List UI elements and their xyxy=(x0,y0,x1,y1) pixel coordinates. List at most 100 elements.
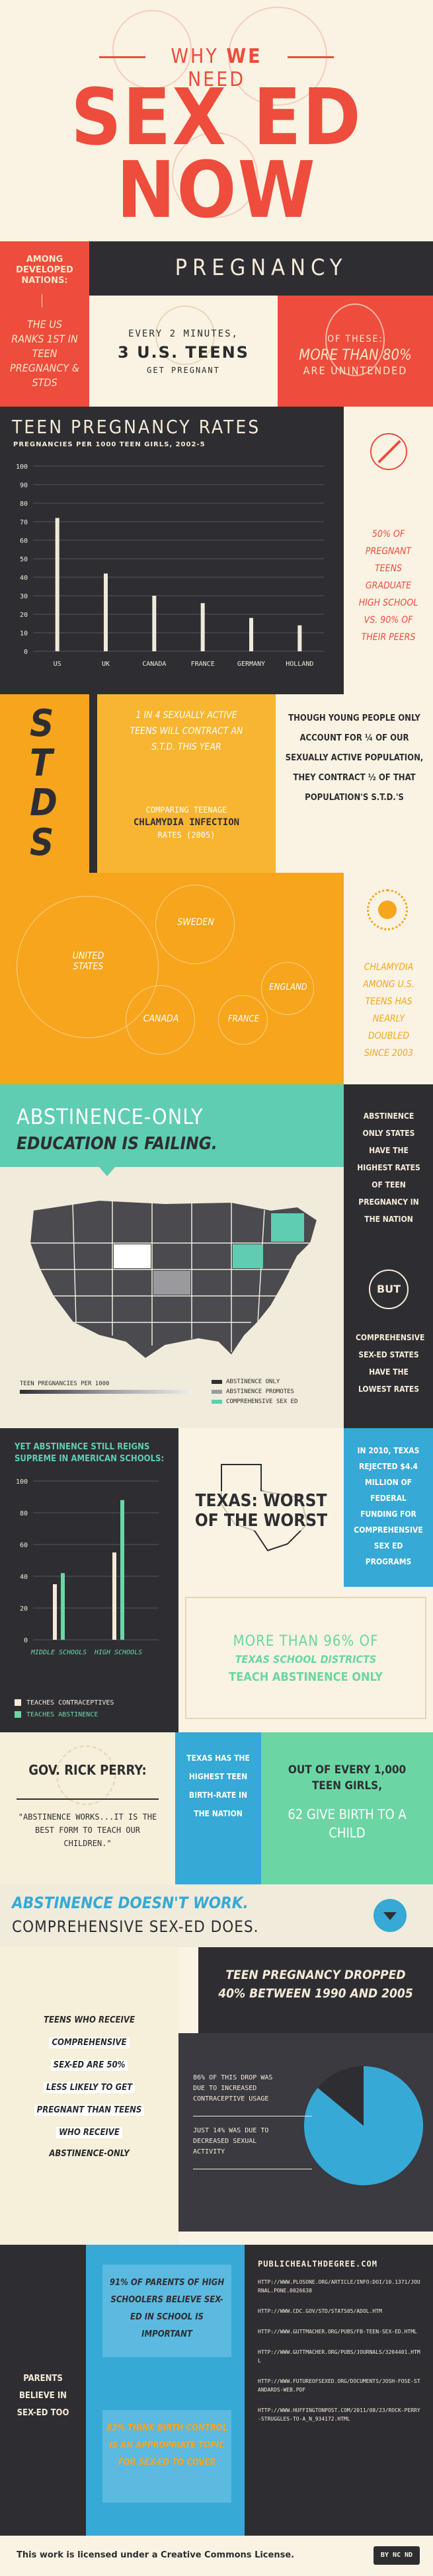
parents-stat1: 91% OF PARENTS OF HIGH SCHOOLERS BELIEVE… xyxy=(109,2278,225,2339)
bar xyxy=(55,518,59,651)
legend-promotes: ABSTINENCE PROMOTES xyxy=(226,1389,294,1395)
header-subtitle: WHY WE NEED xyxy=(145,45,288,91)
header: WHY WE NEED SEX ED NOW xyxy=(0,0,433,241)
abstinence-banner xyxy=(0,1084,344,1167)
state-comprehensive xyxy=(233,1244,263,1268)
stds-letter: T xyxy=(30,742,53,785)
germ-icon xyxy=(367,889,408,930)
get-pregnant: GET PREGNANT xyxy=(147,366,220,375)
chlamydia-side-panel: CHLAMYDIA AMONG U.S. TEENS HAS NEARLY DO… xyxy=(344,873,433,1084)
y-tick-label: 40 xyxy=(20,575,28,582)
left-highlight-text: LESS LIKELY TO GET xyxy=(43,2082,136,2093)
doesnt-work-section: ABSTINENCE DOESN'T WORK. COMPREHENSIVE S… xyxy=(0,1884,433,1947)
cc-badge[interactable]: BY NC ND xyxy=(374,2546,420,2565)
bar-abstinence xyxy=(120,1500,124,1640)
abstinence-side-panel: ABSTINENCE ONLY STATES HAVE THE HIGHEST … xyxy=(344,1084,433,1428)
source-item[interactable]: HTTP://WWW.GUTTMACHER.ORG/PUBS/FB-TEEN-S… xyxy=(258,2329,417,2335)
drop-pie-chart xyxy=(304,2066,423,2185)
bar-contraceptives xyxy=(53,1584,57,1640)
state-lines xyxy=(30,1200,311,1352)
header-line2: NOW xyxy=(116,144,317,235)
legend-swatch-comprehensive xyxy=(212,1400,222,1404)
left-highlight-line: SEX-ED ARE 50% xyxy=(20,2054,159,2076)
left-highlight-text: WHO RECEIVE xyxy=(56,2127,122,2138)
districts-frame xyxy=(185,1597,426,1719)
footer: This work is licensed under a Creative C… xyxy=(0,2536,433,2576)
bar xyxy=(249,618,253,651)
perry-quote-panel: GOV. RICK PERRY: "ABSTINENCE WORKS...IT … xyxy=(0,1732,175,1884)
one-in-four-panel: 1 IN 4 SEXUALLY ACTIVE TEENS WILL CONTRA… xyxy=(97,694,276,873)
y-tick-label: 40 xyxy=(20,1574,28,1581)
y-tick-label: 20 xyxy=(20,1605,28,1613)
left-highlight-text: PREGNANT THAN TEENS xyxy=(34,2105,145,2116)
diploma-icon xyxy=(370,433,407,470)
map-legend-title: TEEN PREGNANCIES PER 1000 xyxy=(20,1381,110,1387)
more-than-80: MORE THAN 80% xyxy=(299,347,412,364)
left-highlight-panel: TEENS WHO RECEIVE COMPREHENSIVE SEX-ED A… xyxy=(0,1947,178,2245)
districts-panel: MORE THAN 96% OF TEXAS SCHOOL DISTRICTS … xyxy=(178,1587,433,1732)
x-tick-label: GERMANY xyxy=(237,661,265,668)
legend-abstinence-only: ABSTINENCE ONLY xyxy=(226,1379,280,1385)
source-item[interactable]: HTTP://WWW.CDC.GOV/STD/STATS05/ADOL.HTM xyxy=(258,2308,382,2314)
rates-section: TEEN PREGNANCY RATES PREGNANCIES PER 100… xyxy=(0,407,344,694)
texas-highest-panel: TEXAS HAS THE HIGHEST TEEN BIRTH-RATE IN… xyxy=(175,1732,261,1884)
bubbles-panel: UNITED STATES SWEDEN ENGLAND CANADA FRAN… xyxy=(0,873,344,1084)
x-tick-label: HIGH SCHOOLS xyxy=(94,1649,142,1656)
texas-highest: TEXAS HAS THE HIGHEST TEEN BIRTH-RATE IN… xyxy=(186,1753,250,1818)
x-tick-label: MIDDLE SCHOOLS xyxy=(30,1649,87,1656)
source-item[interactable]: HTTP://WWW.GUTTMACHER.ORG/PUBS/JOURNALS/… xyxy=(258,2349,420,2364)
legend-contraceptives: TEACHES CONTRACEPTIVES xyxy=(26,1699,114,1707)
stds-divider xyxy=(89,694,97,873)
parents-left-panel: PARENTS BELIEVE IN SEX-ED TOO xyxy=(0,2245,86,2536)
pct14-text: JUST 14% WAS DUE TO DECREASED SEXUAL ACT… xyxy=(193,2127,269,2155)
bubble-france: FRANCE xyxy=(218,995,268,1045)
birth-panel: OUT OF EVERY 1,000 TEEN GIRLS, 62 GIVE B… xyxy=(261,1732,433,1884)
state-comprehensive xyxy=(271,1213,304,1242)
bubble-sweden: SWEDEN xyxy=(155,885,235,964)
thin-rule xyxy=(42,294,48,307)
x-tick-label: HOLLAND xyxy=(286,661,313,668)
bubble-canada: CANADA xyxy=(126,985,195,1055)
every-two-min-panel: EVERY 2 MINUTES, 3 U.S. TEENS GET PREGNA… xyxy=(89,296,278,407)
texas-title: TEXAS: WORST OF THE WORST xyxy=(185,1491,337,1531)
germ-core xyxy=(378,901,397,919)
y-tick-label: 100 xyxy=(16,1478,28,1486)
source-item[interactable]: HTTP://WWW.FUTUREOFSEXED.ORG/DOCUMENTS/J… xyxy=(258,2378,420,2393)
header-line1: SEX ED xyxy=(71,71,362,163)
young-people-text: THOUGH YOUNG PEOPLE ONLY ACCOUNT FOR ¼ O… xyxy=(285,713,424,803)
perry-gov: GOV. RICK PERRY: xyxy=(28,1762,147,1778)
x-tick-label: FRANCE xyxy=(191,661,215,668)
source-item[interactable]: HTTP://WWW.PLOSONE.ORG/ARTICLE/INFO:DOI/… xyxy=(258,2279,420,2294)
dropped-title: TEEN PREGNANCY DROPPED 40% BETWEEN 1990 … xyxy=(218,1968,413,2001)
left-highlight-line: ABSTINENCE-ONLY xyxy=(49,2149,130,2159)
us-ranks-panel: AMONG DEVELOPED NATIONS: THE US RANKS 1S… xyxy=(0,241,89,407)
header-rule-left xyxy=(99,56,145,58)
sub-why: WHY xyxy=(171,45,219,68)
sketch-circle xyxy=(172,132,258,218)
sources-list: HTTP://WWW.PLOSONE.ORG/ARTICLE/INFO:DOI/… xyxy=(258,2278,423,2435)
parents-left-text: PARENTS BELIEVE IN SEX-ED TOO xyxy=(17,2374,69,2418)
abstinence-side-bottom: COMPREHENSIVE SEX-ED STATES HAVE THE LOW… xyxy=(356,1333,425,1394)
license-text[interactable]: This work is licensed under a Creative C… xyxy=(17,2550,295,2560)
left-highlight-line: WHO RECEIVE xyxy=(20,2121,159,2144)
but-text: BUT xyxy=(376,1283,401,1295)
rates-2005: RATES (2005) xyxy=(157,830,216,840)
pie-panel: 86% OF THIS DROP WAS DUE TO INCREASED CO… xyxy=(178,2033,433,2232)
source-item[interactable]: HTTP://WWW.HUFFINGTONPOST.COM/2011/08/23… xyxy=(258,2407,420,2422)
bar xyxy=(152,596,157,651)
left-highlight-line: COMPREHENSIVE xyxy=(20,2031,159,2054)
legend-gradient xyxy=(20,1390,192,1394)
teach-abstinence: TEACH ABSTINENCE ONLY xyxy=(229,1670,383,1684)
sketch-circle xyxy=(112,10,192,89)
stat2-box xyxy=(102,2410,231,2503)
stat1-box xyxy=(102,2265,231,2357)
abstinence-title-1: ABSTINENCE-ONLY xyxy=(17,1104,204,1129)
stds-letter: D xyxy=(30,782,58,825)
pregnancy-title-bar: PREGNANCY xyxy=(89,241,433,296)
texas-side-panel: IN 2010, TEXAS REJECTED $4.4 MILLION OF … xyxy=(344,1428,433,1587)
dropped-title-panel: TEEN PREGNANCY DROPPED 40% BETWEEN 1990 … xyxy=(198,1947,433,2033)
chlamydia-infection: CHLAMYDIA INFECTION xyxy=(133,817,240,828)
left-highlight-text: COMPREHENSIVE xyxy=(49,2037,130,2048)
doesnt-line2: COMPREHENSIVE SEX-ED DOES. xyxy=(12,1917,259,1936)
